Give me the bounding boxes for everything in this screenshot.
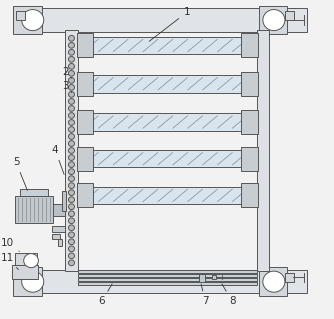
Bar	[58, 239, 62, 246]
Bar	[212, 275, 216, 279]
Bar	[52, 234, 60, 239]
Bar	[65, 30, 78, 271]
Circle shape	[68, 63, 74, 69]
Text: 8: 8	[222, 284, 235, 307]
Bar	[77, 33, 93, 57]
Text: 3: 3	[62, 81, 72, 93]
Bar	[15, 253, 37, 268]
Bar	[27, 8, 307, 32]
Circle shape	[263, 271, 285, 292]
Circle shape	[68, 85, 74, 90]
Bar	[20, 189, 48, 196]
Bar	[13, 267, 42, 296]
Bar	[259, 267, 287, 296]
Bar	[78, 282, 257, 285]
Bar	[78, 278, 257, 281]
Bar	[15, 196, 53, 223]
Bar	[77, 110, 93, 134]
Circle shape	[68, 78, 74, 83]
Bar	[241, 110, 258, 134]
Circle shape	[68, 134, 74, 139]
Bar	[16, 11, 25, 20]
Bar	[77, 72, 93, 96]
Circle shape	[68, 127, 74, 132]
Circle shape	[68, 56, 74, 62]
Bar	[52, 226, 65, 232]
Bar	[285, 273, 294, 282]
Text: 6: 6	[99, 284, 112, 307]
Circle shape	[68, 232, 74, 238]
Circle shape	[68, 176, 74, 182]
Bar	[257, 30, 269, 271]
Circle shape	[68, 148, 74, 153]
Circle shape	[68, 106, 74, 111]
Text: 2: 2	[62, 67, 72, 78]
Bar	[77, 183, 93, 207]
Bar	[78, 150, 257, 167]
Circle shape	[24, 254, 38, 268]
Bar	[78, 37, 257, 54]
Circle shape	[68, 218, 74, 224]
Circle shape	[68, 99, 74, 104]
Bar	[78, 113, 257, 131]
Bar	[199, 274, 205, 282]
Text: 1: 1	[149, 7, 190, 41]
Circle shape	[68, 42, 74, 48]
Text: 11: 11	[1, 253, 18, 270]
Bar	[241, 33, 258, 57]
Bar	[78, 270, 257, 273]
Text: 5: 5	[13, 157, 27, 190]
Circle shape	[68, 169, 74, 174]
Bar	[259, 6, 287, 34]
Circle shape	[68, 70, 74, 76]
Circle shape	[68, 155, 74, 160]
Bar	[285, 11, 294, 20]
Circle shape	[68, 225, 74, 231]
Circle shape	[68, 49, 74, 55]
Bar	[53, 204, 65, 216]
Circle shape	[68, 253, 74, 259]
Circle shape	[68, 183, 74, 189]
Bar	[241, 147, 258, 171]
Bar	[78, 187, 257, 204]
Bar	[78, 75, 257, 93]
Bar	[13, 6, 42, 34]
Bar	[12, 265, 38, 279]
Text: 4: 4	[52, 145, 64, 174]
Circle shape	[68, 211, 74, 217]
Bar	[241, 183, 258, 207]
Circle shape	[68, 197, 74, 203]
Circle shape	[68, 113, 74, 118]
Bar	[77, 147, 93, 171]
Circle shape	[68, 120, 74, 125]
Circle shape	[68, 141, 74, 146]
Bar	[241, 72, 258, 96]
Text: 7: 7	[201, 284, 209, 307]
Circle shape	[68, 92, 74, 97]
Circle shape	[22, 271, 44, 292]
Bar	[78, 274, 257, 277]
Circle shape	[68, 246, 74, 252]
Circle shape	[22, 10, 44, 31]
Bar	[62, 191, 66, 211]
Circle shape	[68, 239, 74, 245]
Circle shape	[68, 162, 74, 167]
Circle shape	[68, 35, 74, 41]
Circle shape	[68, 204, 74, 210]
Text: 10: 10	[1, 238, 19, 251]
Bar	[27, 270, 307, 293]
Circle shape	[263, 10, 285, 31]
Circle shape	[68, 190, 74, 196]
Circle shape	[68, 260, 74, 266]
